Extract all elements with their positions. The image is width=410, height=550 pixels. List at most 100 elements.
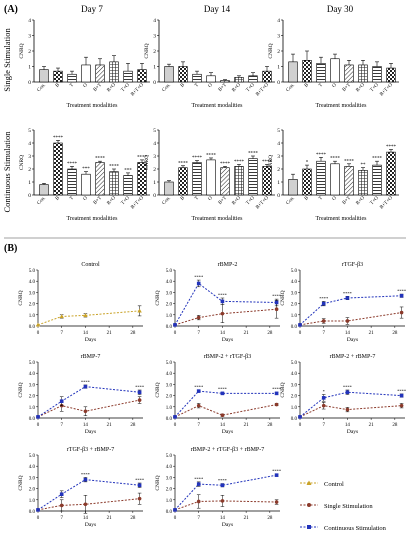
x-tick-label: 14 [220, 331, 226, 336]
column-header-day-7: Day 7 [81, 4, 103, 14]
bar-chart-single-stimulation-day-14: 0 1 2 3 4 CNRQ Con. B T O B+T B+O T+O B+T+O Treatment … [144, 18, 275, 109]
y-tick-label: 2 [277, 167, 280, 173]
y-tick-label: 4 [153, 141, 156, 147]
line-chart-rbmp-2-rtgf-3: rBMP-2 + rTGF-β3 0.0 1.0 2.0 3.0 4.0 5.0 0 7 14 21… [155, 354, 282, 435]
series-line [37, 310, 140, 326]
x-tick-label: 21 [244, 423, 250, 428]
data-point [345, 296, 350, 300]
y-tick-label: 1.0 [291, 406, 298, 411]
category-label-b-t-o: B+T+O [255, 83, 270, 98]
category-label-t-o: T+O [246, 83, 257, 94]
x-tick-label: 28 [267, 423, 273, 428]
data-point [321, 301, 326, 306]
category-label-o: O [208, 196, 214, 202]
significance-stars: **** [218, 293, 228, 298]
category-label-o: O [332, 196, 338, 202]
y-axis-label: CNRQ [155, 290, 161, 305]
significance-stars: **** [218, 387, 228, 392]
category-label-b-t-o: B+T+O [130, 83, 145, 98]
category-label-t-o: T+O [246, 196, 257, 207]
category-label-b-t-o: B+T+O [379, 83, 394, 98]
bar-b-t [95, 64, 105, 83]
y-axis-label: CNRQ [144, 43, 150, 58]
y-tick-label: 3 [153, 34, 156, 40]
y-tick-label: 1.0 [166, 314, 173, 319]
y-tick-label: 5.0 [166, 454, 173, 459]
y-axis-label: CNRQ [19, 43, 25, 58]
significance-stars: **** [234, 160, 245, 165]
line-chart-rbmp-2: rBMP-2 0.0 1.0 2.0 3.0 4.0 5.0 0 7 14 21 28 Days CNRQ… [155, 262, 282, 343]
y-tick-label: 4 [277, 18, 280, 24]
y-tick-label: 3 [28, 154, 31, 160]
significance-stars: **** [344, 159, 355, 164]
x-tick-label: 28 [392, 331, 398, 336]
bar-b-o [358, 64, 368, 83]
bar-b [302, 59, 312, 83]
data-point [137, 390, 142, 395]
x-tick-label: 28 [267, 516, 273, 521]
y-tick-label: 4.0 [29, 372, 36, 377]
y-axis-label: CNRQ [144, 155, 150, 170]
y-tick-label: 3 [277, 154, 280, 160]
series-control [35, 305, 142, 327]
y-tick-label: 3.0 [166, 476, 173, 481]
significance-stars: **** [194, 275, 204, 280]
data-point [399, 293, 404, 298]
category-label-b-o: B+O [231, 196, 242, 207]
category-label-t: T [318, 83, 324, 89]
significance-stars: **** [343, 385, 353, 390]
y-tick-label: 0 [153, 193, 156, 199]
x-axis-label: Days [222, 522, 233, 528]
data-point [274, 473, 279, 477]
significance-stars: **** [316, 153, 327, 158]
data-point [59, 314, 64, 319]
chart-title: rTGF-β3 + rBMP-7 [67, 447, 114, 453]
bar-t [316, 160, 326, 196]
category-label-con: Con. [37, 83, 47, 93]
category-label-con: Con. [286, 196, 296, 206]
series-line [37, 399, 140, 418]
y-tick-label: 1.0 [29, 314, 36, 319]
significance-stars: **** [372, 157, 383, 162]
bar-b [53, 70, 63, 83]
x-axis-label: Treatment modalities [316, 103, 368, 109]
y-tick-label: 0.0 [29, 417, 36, 422]
significance-stars: **** [95, 157, 106, 162]
bar-b-o [109, 171, 119, 196]
series-single-stimulation [36, 396, 142, 419]
bar-t [67, 73, 77, 83]
data-point [220, 299, 225, 304]
category-label-b-t-o: B+T+O [130, 196, 145, 211]
category-label-b: B [304, 82, 310, 88]
significance-stars: **** [319, 296, 329, 301]
chart-title: rBMP-7 [81, 354, 101, 360]
y-tick-label: 1.0 [291, 314, 298, 319]
significance-stars: **** [194, 385, 204, 390]
y-tick-label: 0.0 [166, 417, 173, 422]
bar-b-o [109, 61, 119, 83]
row-label-single: Single Stimulation [2, 27, 12, 91]
category-label-t-o: T+O [121, 196, 132, 207]
category-label-b-o: B+O [106, 196, 117, 207]
bar-b-t-o [386, 67, 396, 83]
data-point [298, 415, 302, 419]
y-tick-label: 0.0 [291, 417, 298, 422]
category-label-con: Con. [286, 83, 296, 93]
series-line [174, 390, 277, 418]
category-label-con: Con. [162, 83, 172, 93]
bar-t [192, 162, 202, 196]
bar-con [288, 179, 298, 196]
significance-stars: **** [397, 388, 407, 393]
x-tick-label: 28 [267, 331, 273, 336]
y-tick-label: 3 [28, 34, 31, 40]
x-tick-label: 14 [220, 516, 226, 521]
y-tick-label: 2.0 [291, 303, 298, 308]
legend-item-single: Single Stimulation [300, 503, 373, 510]
y-tick-label: 0.0 [166, 510, 173, 515]
x-tick-label: 7 [60, 331, 63, 336]
x-axis-label: Days [222, 429, 233, 435]
category-label-b-o: B+O [106, 83, 117, 94]
category-label-con: Con. [37, 196, 47, 206]
data-point [399, 403, 404, 408]
series-line [174, 404, 277, 418]
